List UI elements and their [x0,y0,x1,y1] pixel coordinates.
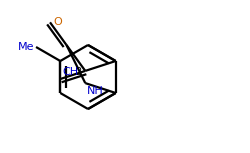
Text: CH: CH [62,67,78,77]
Text: NH: NH [87,86,104,96]
Text: Me: Me [18,42,34,52]
Text: O: O [53,17,62,27]
Text: 2: 2 [75,67,82,77]
